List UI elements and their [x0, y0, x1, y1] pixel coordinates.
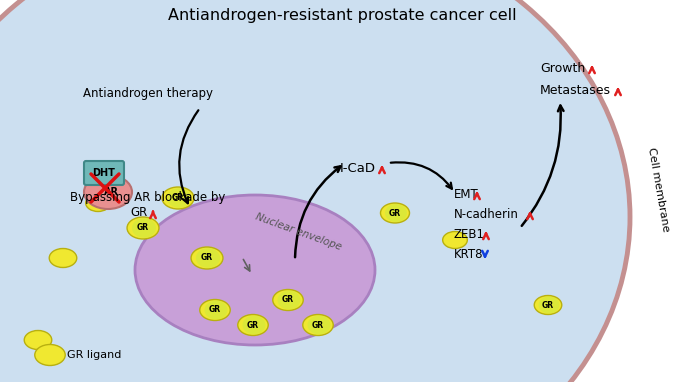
Text: I-CaD: I-CaD: [340, 162, 376, 175]
Ellipse shape: [84, 175, 132, 209]
Ellipse shape: [162, 187, 194, 209]
Text: GR: GR: [247, 320, 259, 330]
FancyBboxPatch shape: [84, 161, 124, 185]
Text: EMT: EMT: [454, 188, 479, 201]
Text: Growth: Growth: [540, 62, 585, 74]
Ellipse shape: [135, 195, 375, 345]
Ellipse shape: [238, 314, 269, 335]
Ellipse shape: [191, 247, 223, 269]
Text: Cell membrane: Cell membrane: [646, 147, 671, 233]
Text: GR ligand: GR ligand: [67, 350, 121, 360]
Ellipse shape: [24, 330, 52, 350]
Text: GR: GR: [312, 320, 324, 330]
Ellipse shape: [0, 0, 630, 382]
Text: Metastases: Metastases: [540, 84, 611, 97]
Text: GR: GR: [201, 254, 213, 262]
Ellipse shape: [132, 218, 156, 238]
Ellipse shape: [277, 291, 301, 309]
Ellipse shape: [273, 290, 303, 311]
Text: GR: GR: [172, 194, 184, 202]
Ellipse shape: [308, 316, 331, 335]
Text: AR: AR: [103, 187, 119, 197]
Text: KRT8: KRT8: [454, 249, 484, 262]
Ellipse shape: [196, 248, 220, 268]
Ellipse shape: [534, 296, 562, 314]
Text: N-cadherin: N-cadherin: [454, 209, 519, 222]
Text: GR: GR: [389, 209, 401, 217]
Ellipse shape: [49, 249, 77, 267]
Text: Bypassing AR blockade by: Bypassing AR blockade by: [71, 191, 225, 204]
Text: ZEB1: ZEB1: [454, 228, 485, 241]
Text: Antiandrogen therapy: Antiandrogen therapy: [83, 86, 213, 99]
Ellipse shape: [538, 296, 560, 314]
Text: GR: GR: [282, 296, 294, 304]
Text: DHT: DHT: [92, 168, 116, 178]
Text: GR: GR: [209, 306, 221, 314]
Ellipse shape: [385, 204, 407, 222]
Bar: [470, 0, 685, 102]
Ellipse shape: [200, 299, 230, 320]
Text: GR: GR: [137, 223, 149, 233]
Text: GR: GR: [542, 301, 554, 309]
Ellipse shape: [86, 194, 110, 212]
Ellipse shape: [127, 217, 159, 239]
Ellipse shape: [167, 188, 191, 208]
Text: GR: GR: [130, 207, 147, 220]
Ellipse shape: [204, 301, 227, 319]
Text: Antiandrogen-resistant prostate cancer cell: Antiandrogen-resistant prostate cancer c…: [168, 8, 516, 23]
Text: Nuclear envelope: Nuclear envelope: [253, 212, 342, 252]
Ellipse shape: [380, 203, 410, 223]
Ellipse shape: [303, 314, 333, 335]
Ellipse shape: [242, 316, 266, 335]
Ellipse shape: [35, 345, 65, 366]
Ellipse shape: [443, 231, 467, 249]
